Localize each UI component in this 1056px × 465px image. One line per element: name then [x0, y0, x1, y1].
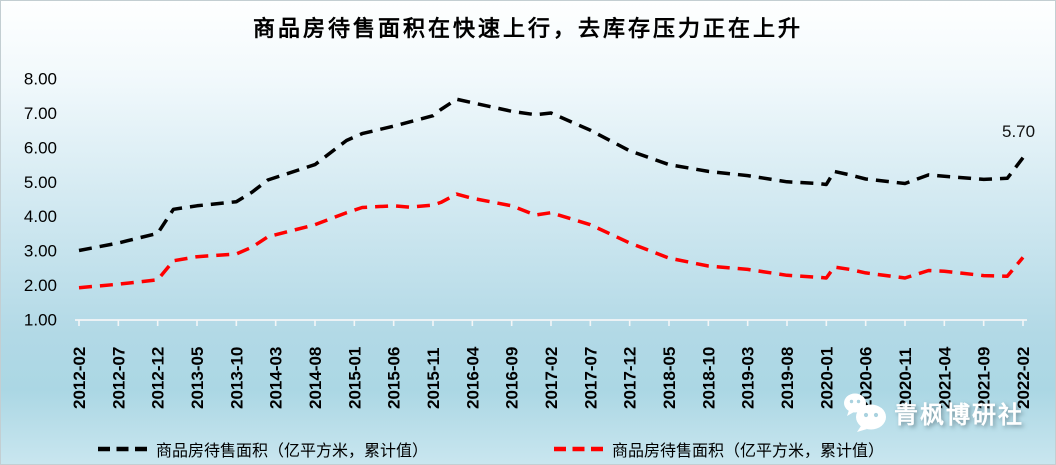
y-axis-tick-label: 2.00 — [24, 276, 57, 295]
wechat-bubble-small-tail — [847, 410, 854, 416]
x-axis-tick-label: 2017-12 — [621, 347, 640, 409]
y-axis-tick-label: 6.00 — [24, 138, 57, 157]
x-axis-tick-label: 2017-02 — [542, 347, 561, 409]
series-line-residential — [78, 192, 1025, 290]
wechat-eye — [863, 412, 869, 418]
x-axis-tick-label: 2022-02 — [1014, 347, 1033, 409]
x-axis-tick-label: 2012-12 — [149, 347, 168, 409]
wechat-bubble-small — [844, 393, 866, 413]
x-axis-tick-label: 2014-03 — [267, 347, 286, 409]
series-line-total — [78, 97, 1025, 253]
x-axis-tick-label: 2019-08 — [778, 347, 797, 409]
wechat-icon — [844, 393, 886, 432]
legend-item-residential: 商品房待售面积（亿平方米，累计值） — [552, 437, 884, 461]
x-axis-tick-label: 2013-10 — [227, 347, 246, 409]
wechat-bubble-big — [856, 404, 886, 430]
x-axis-tick-label: 2015-06 — [385, 347, 404, 409]
y-axis-tick-label: 4.00 — [24, 207, 57, 226]
wechat-eye — [849, 399, 854, 404]
wechat-bubble-big-tail — [857, 426, 867, 432]
legend-label-total: 商品房待售面积（亿平方米，累计值） — [156, 443, 429, 460]
legend-label-residential: 商品房待售面积（亿平方米，累计值） — [612, 443, 885, 460]
y-axis-tick-label: 1.00 — [24, 310, 57, 329]
legend-dash-black-icon — [98, 446, 150, 452]
y-axis-tick-label: 7.00 — [24, 104, 57, 123]
x-axis-tick-label: 2021-04 — [935, 346, 954, 409]
watermark-text: 青枫博研社 — [894, 402, 1024, 429]
x-axis-tick-label: 2020-01 — [817, 347, 836, 409]
x-axis-tick-label: 2020-11 — [896, 348, 915, 409]
x-axis-tick-label: 2012-07 — [109, 347, 128, 409]
legend-dash-red-icon — [554, 446, 606, 452]
x-axis-tick-label: 2016-04 — [463, 346, 482, 409]
legend-item-total: 商品房待售面积（亿平方米，累计值） — [96, 437, 428, 461]
series-end-value-label: 5.70 — [1002, 122, 1036, 141]
watermark: 青枫博研社 — [843, 391, 1024, 433]
x-axis-tick-label: 2018-05 — [660, 347, 679, 409]
x-axis-tick-label: 2020-06 — [857, 347, 876, 409]
y-axis-tick-label: 3.00 — [24, 242, 57, 261]
chart-title: 商品房待售面积在快速上行，去库存压力正在上升 — [252, 16, 803, 41]
y-axis-tick-label: 8.00 — [24, 70, 57, 89]
x-axis-tick-label: 2014-08 — [306, 347, 325, 409]
x-axis-tick-label: 2015-01 — [345, 347, 364, 409]
y-axis-tick-label: 5.00 — [24, 173, 57, 192]
x-axis-tick-label: 2015-11 — [424, 348, 443, 409]
x-axis-tick-label: 2017-07 — [581, 347, 600, 409]
wechat-eye — [873, 412, 879, 418]
x-axis-tick-label: 2019-03 — [739, 347, 758, 409]
x-axis-tick-label: 2021-09 — [975, 347, 994, 409]
x-axis-tick-label: 2012-02 — [70, 347, 89, 409]
wechat-eye — [856, 399, 861, 404]
x-axis-tick-label: 2013-05 — [188, 347, 207, 409]
x-axis-tick-label: 2016-09 — [503, 347, 522, 409]
x-axis-tick-label: 2018-10 — [699, 347, 718, 409]
